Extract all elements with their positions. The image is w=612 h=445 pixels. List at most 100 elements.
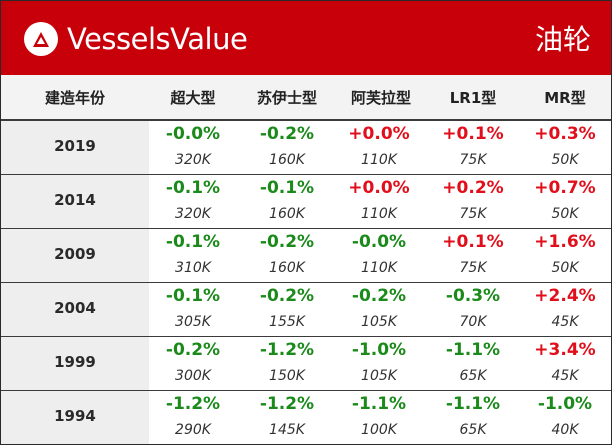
value-cell: -0.0% 110K — [334, 229, 424, 282]
vessel-value: 40K — [551, 422, 579, 438]
percent-change: -1.2% — [259, 394, 315, 414]
value-cell: -1.0% 40K — [520, 391, 610, 444]
value-cell: -1.1% 100K — [334, 391, 424, 444]
col-header-vlcc: 超大型 — [170, 89, 216, 107]
build-year: 1994 — [54, 407, 96, 425]
vessel-value: 75K — [459, 260, 487, 276]
value-cell: +1.6% 50K — [520, 229, 610, 282]
vessel-value: 160K — [269, 260, 305, 276]
percent-change: -1.2% — [165, 394, 221, 414]
year-cell: 2019 — [1, 121, 149, 174]
percent-change: -0.0% — [165, 124, 221, 144]
brand-name: VesselsValue — [67, 22, 248, 56]
table-row: 2004 -0.1% 305K -0.2% 155K -0.2% 105K -0.3% 70K +… — [1, 283, 611, 337]
year-cell: 2014 — [1, 175, 149, 228]
percent-change: +2.4% — [534, 286, 596, 306]
value-cell: -0.2% 155K — [242, 283, 332, 336]
vessel-value: 50K — [551, 206, 579, 222]
vessel-value: 45K — [551, 314, 579, 330]
vessel-value: 75K — [459, 152, 487, 168]
table-row: 2014 -0.1% 320K -0.1% 160K +0.0% 110K +0.2% 75K +… — [1, 175, 611, 229]
value-cell: -0.1% 320K — [148, 175, 238, 228]
build-year: 1999 — [54, 353, 96, 371]
vessel-value: 65K — [459, 422, 487, 438]
value-cell: -1.2% 150K — [242, 337, 332, 390]
vessel-value: 155K — [269, 314, 305, 330]
value-cell: -0.2% 300K — [148, 337, 238, 390]
value-cell: +2.4% 45K — [520, 283, 610, 336]
vessel-value: 50K — [551, 152, 579, 168]
percent-change: -0.1% — [165, 232, 221, 252]
vessel-value: 145K — [269, 422, 305, 438]
percent-change: +1.6% — [534, 232, 596, 252]
percent-change: +0.0% — [348, 178, 410, 198]
vessel-value: 290K — [175, 422, 211, 438]
vessel-value: 105K — [361, 368, 397, 384]
value-cell: -0.1% 310K — [148, 229, 238, 282]
vessel-value: 110K — [361, 206, 397, 222]
table-row: 2019 -0.0% 320K -0.2% 160K +0.0% 110K +0.1% 75K +… — [1, 121, 611, 175]
vessel-value: 105K — [361, 314, 397, 330]
value-cell: -1.0% 105K — [334, 337, 424, 390]
value-cell: +0.0% 110K — [334, 175, 424, 228]
value-cell: +0.1% 75K — [428, 229, 518, 282]
percent-change: +0.7% — [534, 178, 596, 198]
vessel-value: 75K — [459, 206, 487, 222]
value-cell: -0.2% 105K — [334, 283, 424, 336]
percent-change: -1.1% — [445, 340, 501, 360]
percent-change: +3.4% — [534, 340, 596, 360]
col-header-lr1: LR1型 — [449, 89, 497, 107]
vessel-value: 110K — [361, 260, 397, 276]
table-row: 1994 -1.2% 290K -1.2% 145K -1.1% 100K -1.1% 65K -… — [1, 391, 611, 444]
percent-change: -0.2% — [351, 286, 407, 306]
vessel-value: 310K — [175, 260, 211, 276]
year-cell: 2004 — [1, 283, 149, 336]
value-cell: +0.7% 50K — [520, 175, 610, 228]
percent-change: +0.1% — [442, 232, 504, 252]
header-bar: VesselsValue 油轮 — [1, 1, 611, 75]
vessel-value: 100K — [361, 422, 397, 438]
col-header-mr: MR型 — [544, 89, 586, 107]
vessel-value: 70K — [459, 314, 487, 330]
year-cell: 1999 — [1, 337, 149, 390]
vessel-value: 300K — [175, 368, 211, 384]
percent-change: +0.0% — [348, 124, 410, 144]
vesselsvalue-logo-icon — [24, 22, 58, 56]
vessel-value: 320K — [175, 152, 211, 168]
percent-change: -1.1% — [445, 394, 501, 414]
vessel-value: 160K — [269, 152, 305, 168]
vessel-value: 65K — [459, 368, 487, 384]
col-header-aframax: 阿芙拉型 — [350, 89, 411, 107]
value-cell: -0.2% 160K — [242, 229, 332, 282]
table-row: 2009 -0.1% 310K -0.2% 160K -0.0% 110K +0.1% 75K +… — [1, 229, 611, 283]
percent-change: +0.3% — [534, 124, 596, 144]
build-year: 2014 — [54, 191, 96, 209]
value-cell: -1.2% 290K — [148, 391, 238, 444]
vessel-value: 150K — [269, 368, 305, 384]
value-cell: -1.1% 65K — [428, 337, 518, 390]
percent-change: -0.1% — [165, 286, 221, 306]
table-row: 1999 -0.2% 300K -1.2% 150K -1.0% 105K -1.1% 65K +… — [1, 337, 611, 391]
percent-change: +0.1% — [442, 124, 504, 144]
percent-change: -0.1% — [165, 178, 221, 198]
vessel-value: 160K — [269, 206, 305, 222]
column-header-row: 建造年份 超大型 苏伊士型 阿芙拉型 LR1型 MR型 — [1, 75, 611, 121]
value-cell: -0.1% 160K — [242, 175, 332, 228]
percent-change: -0.2% — [259, 232, 315, 252]
value-cell: -0.0% 320K — [148, 121, 238, 174]
col-header-build-year: 建造年份 — [44, 89, 105, 107]
category-title: 油轮 — [534, 23, 591, 56]
value-cell: +0.3% 50K — [520, 121, 610, 174]
year-cell: 2009 — [1, 229, 149, 282]
vessel-value: 110K — [361, 152, 397, 168]
percent-change: -0.1% — [259, 178, 315, 198]
percent-change: -0.3% — [445, 286, 501, 306]
vessel-value: 320K — [175, 206, 211, 222]
percent-change: -1.0% — [537, 394, 593, 414]
col-header-suezmax: 苏伊士型 — [256, 89, 317, 107]
value-cell: +0.2% 75K — [428, 175, 518, 228]
percent-change: +0.2% — [442, 178, 504, 198]
value-cell: -1.2% 145K — [242, 391, 332, 444]
year-cell: 1994 — [1, 391, 149, 444]
